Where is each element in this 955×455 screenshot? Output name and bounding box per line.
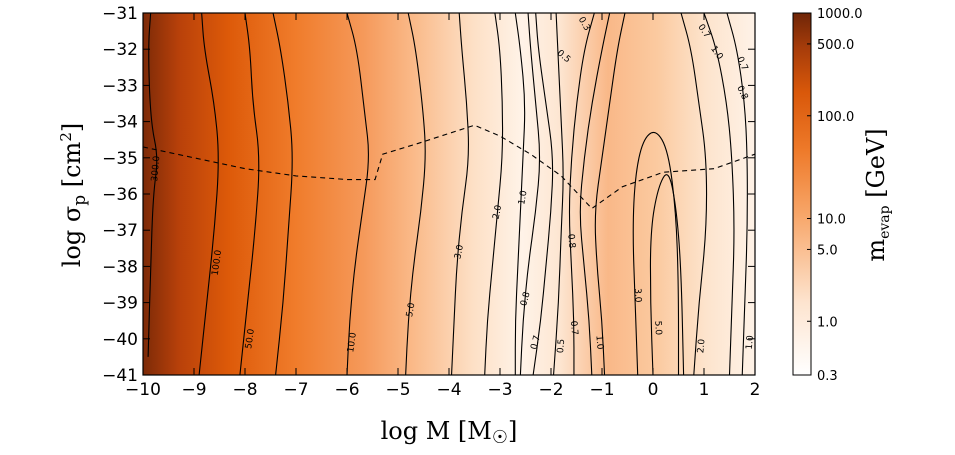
contour-line-0.7 bbox=[568, 13, 595, 375]
y-tick-label: −40 bbox=[102, 330, 138, 350]
contour-label: 300.0 bbox=[150, 155, 162, 182]
y-tick-label: −32 bbox=[102, 40, 138, 60]
contour-line-2.0 bbox=[680, 13, 708, 375]
y-axis-ticks: −31 −32 −33 −34 −35 −36 −37 −38 −39 −40 −41 bbox=[102, 4, 755, 386]
contour-line-20.0 bbox=[272, 13, 293, 375]
heatmap-field bbox=[143, 13, 755, 375]
contour-line-3.0 bbox=[632, 131, 680, 375]
contour-line-3.0 bbox=[451, 13, 469, 375]
colorbar-tick-label: 100.0 bbox=[817, 110, 854, 125]
contour-line-5.0 bbox=[649, 174, 685, 375]
colorbar-tick-label: 500.0 bbox=[817, 38, 854, 53]
dashed-boundary-line bbox=[143, 124, 755, 210]
contour-line-0.8 bbox=[579, 13, 611, 375]
contour-line-100.0 bbox=[198, 13, 219, 375]
y-axis-title: log σp [cm2] bbox=[57, 123, 90, 268]
contour-line-1.0 bbox=[594, 13, 626, 375]
contour-label: 100.0 bbox=[211, 249, 225, 276]
x-tick-label: −9 bbox=[181, 380, 206, 400]
colorbar-tick-label: 1000.0 bbox=[817, 7, 863, 22]
contour-label: 0.7 bbox=[568, 320, 579, 335]
contour-label: 10.0 bbox=[346, 332, 359, 354]
contour-line-10.0 bbox=[346, 13, 369, 375]
x-tick-label: −1 bbox=[589, 380, 614, 400]
contour-label: 50.0 bbox=[244, 328, 257, 350]
y-tick-label: −38 bbox=[102, 257, 138, 277]
y-tick-label: −33 bbox=[102, 76, 138, 96]
contour-line-0.5 bbox=[553, 13, 564, 375]
contour-label: 1.0 bbox=[517, 190, 529, 206]
contour-line-0.8 bbox=[519, 13, 541, 375]
colorbar-ticks: 1000.0 500.0 100.0 10.0 5.0 1.0 0.3 bbox=[807, 7, 863, 384]
x-tick-label: −5 bbox=[385, 380, 410, 400]
contour-line-1.0 bbox=[514, 13, 526, 375]
x-axis-title: log M [M☉] bbox=[381, 417, 518, 448]
contour-label: 2.0 bbox=[696, 338, 707, 353]
contour-label: 3.0 bbox=[453, 244, 466, 260]
x-tick-label: 0 bbox=[648, 380, 659, 400]
dashed-boundary bbox=[143, 124, 755, 210]
x-tick-label: −3 bbox=[487, 380, 512, 400]
contour-label: 5.0 bbox=[405, 302, 417, 318]
y-tick-label: −36 bbox=[102, 185, 138, 205]
colorbar-tick-label: 5.0 bbox=[817, 243, 838, 258]
contour-line-0.7 bbox=[532, 13, 554, 375]
y-tick-label: −41 bbox=[102, 366, 138, 386]
contour-label: 5.0 bbox=[652, 321, 663, 336]
contour-label: 1.0 bbox=[593, 335, 604, 350]
colorbar-tick-label: 1.0 bbox=[817, 315, 838, 330]
x-tick-label: −7 bbox=[283, 380, 308, 400]
contour-line-5.0 bbox=[405, 13, 426, 375]
contour-label: 2.0 bbox=[492, 204, 505, 220]
colorbar-title: mevap [GeV] bbox=[862, 128, 893, 261]
contour-line-1.0 bbox=[703, 13, 735, 375]
y-tick-label: −34 bbox=[102, 113, 138, 133]
y-tick-label: −37 bbox=[102, 221, 138, 241]
x-tick-label: −4 bbox=[436, 380, 461, 400]
contour-line-0.7 bbox=[726, 13, 748, 375]
y-tick-label: −35 bbox=[102, 149, 138, 169]
x-tick-label: 2 bbox=[750, 380, 761, 400]
colorbar-tick-label: 0.3 bbox=[817, 369, 838, 384]
colorbar-tick-label: 10.0 bbox=[817, 213, 846, 228]
contour-label: 3.0 bbox=[632, 288, 643, 303]
contour-label: 1.0 bbox=[745, 335, 756, 350]
contour-line-2.0 bbox=[484, 13, 504, 375]
x-tick-label: −6 bbox=[334, 380, 359, 400]
x-tick-label: 1 bbox=[699, 380, 710, 400]
contour-lines bbox=[147, 13, 748, 375]
x-tick-label: −2 bbox=[538, 380, 563, 400]
contour-label: 0.5 bbox=[556, 339, 567, 354]
contour-line-50.0 bbox=[239, 13, 260, 375]
contour-label: 0.7 bbox=[529, 334, 542, 350]
x-tick-label: −8 bbox=[232, 380, 257, 400]
contour-label: 0.8 bbox=[519, 291, 532, 308]
y-tick-label: −39 bbox=[102, 294, 138, 314]
x-tick-label: −10 bbox=[125, 380, 161, 400]
y-tick-label: −31 bbox=[102, 4, 138, 24]
x-axis-ticks: −10 −9 −8 −7 −6 −5 −4 −3 −2 −1 0 1 2 bbox=[125, 13, 760, 400]
contour-label: 0.8 bbox=[565, 234, 576, 249]
colorbar bbox=[792, 12, 812, 376]
